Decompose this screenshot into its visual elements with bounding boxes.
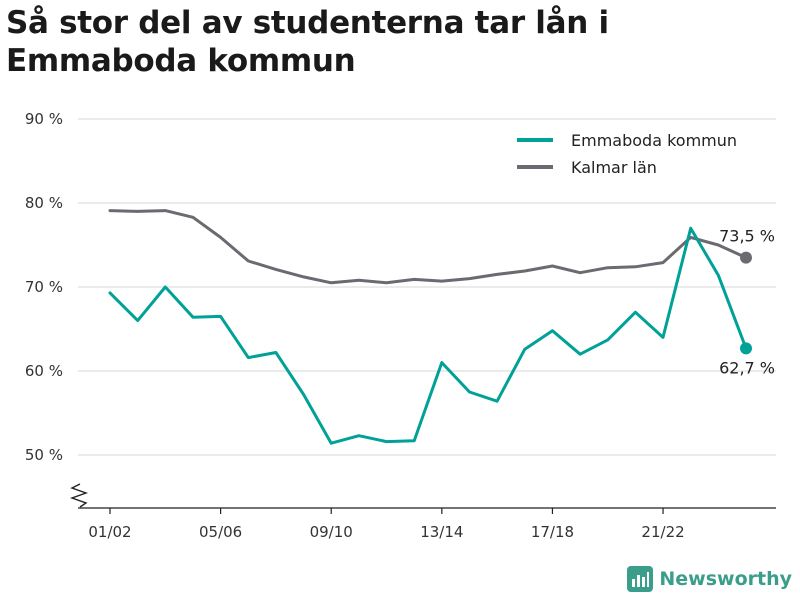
- series-line-kalmar-l-n: [108, 209, 748, 285]
- end-label-kalmar-l-n: 73,5 %: [719, 227, 775, 246]
- y-tick-label: 80 %: [25, 194, 63, 212]
- y-tick-label: 60 %: [25, 362, 63, 380]
- series-line-emmaboda-kommun: [108, 226, 748, 445]
- brand-name: Newsworthy: [659, 568, 792, 590]
- chart-title: Så stor del av studenterna tar lån i Emm…: [6, 5, 609, 79]
- newsworthy-logo-icon: [627, 566, 654, 592]
- x-tick-label: 01/02: [88, 523, 131, 541]
- axis-break-icon: [69, 483, 89, 508]
- y-tick-label: 70 %: [25, 278, 63, 296]
- brand-logo: Newsworthy: [627, 564, 792, 594]
- legend-label-kalmar-l-n: Kalmar län: [571, 158, 657, 177]
- end-point-kalmar-l-n: [740, 251, 752, 264]
- legend: Emmaboda kommun Kalmar län: [517, 131, 737, 177]
- y-axis: 50 % 60 % 70 % 80 % 90 %: [25, 110, 89, 508]
- x-tick-label: 05/06: [199, 523, 242, 541]
- end-point-emmaboda-kommun: [740, 342, 752, 355]
- y-tick-label: 50 %: [25, 446, 63, 464]
- series-lines: 73,5 % 62,7 %: [108, 209, 775, 445]
- x-tick-label: 17/18: [531, 523, 574, 541]
- x-tick-label: 09/10: [310, 523, 353, 541]
- x-tick-label: 21/22: [641, 523, 684, 541]
- gridlines: [78, 118, 776, 456]
- x-tick-label: 13/14: [420, 523, 463, 541]
- y-tick-label: 90 %: [25, 110, 63, 128]
- x-axis: 01/02 05/06 09/10 13/14 17/18 21/22: [78, 507, 776, 541]
- legend-label-emmaboda-kommun: Emmaboda kommun: [571, 131, 737, 150]
- end-label-emmaboda-kommun: 62,7 %: [719, 358, 775, 377]
